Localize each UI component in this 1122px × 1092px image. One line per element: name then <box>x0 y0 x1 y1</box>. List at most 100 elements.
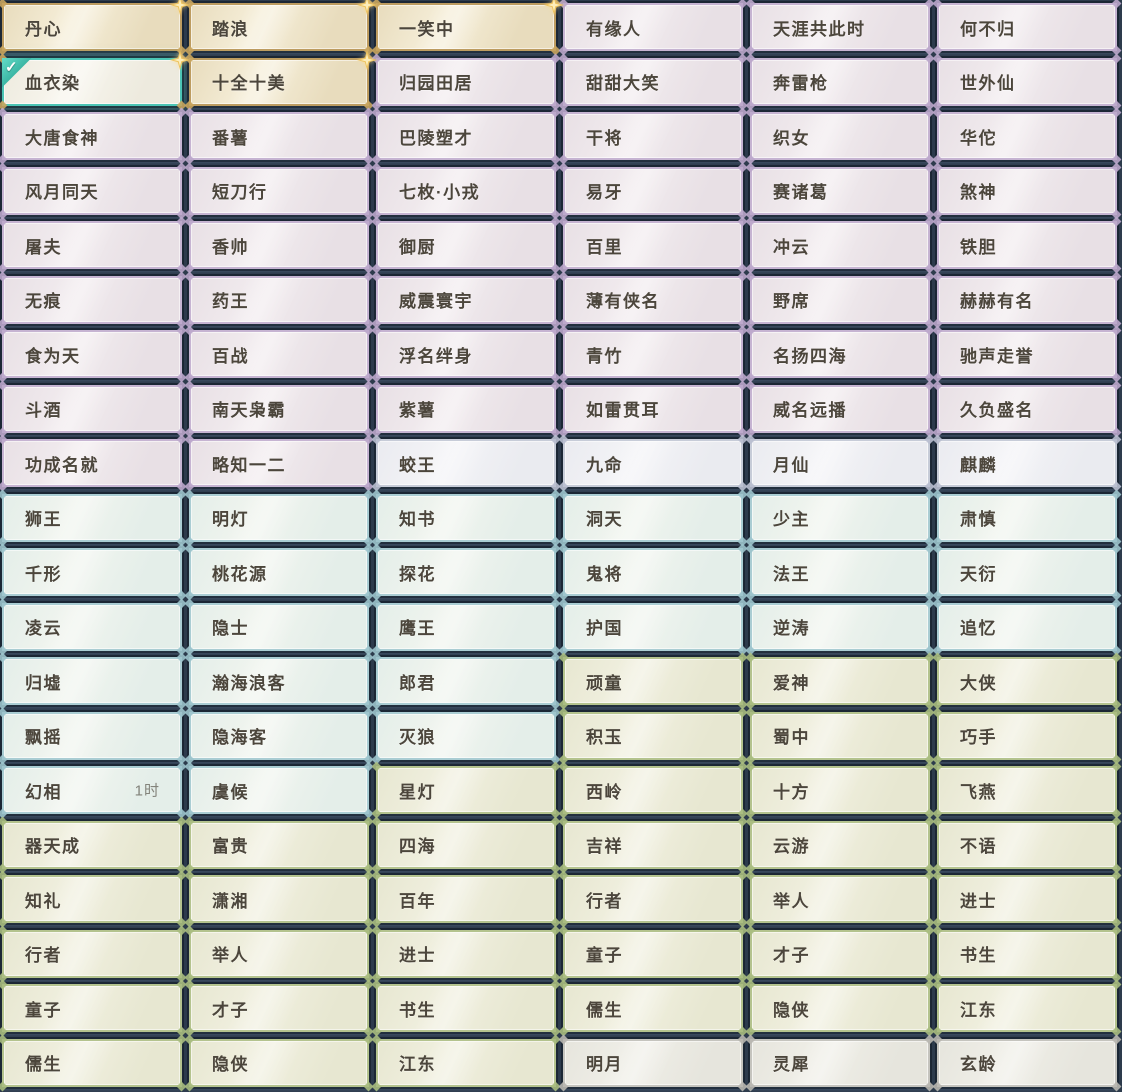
title-cell[interactable]: 久负盛名 <box>932 380 1122 437</box>
title-cell[interactable]: 大唐食神 <box>0 107 187 165</box>
title-cell[interactable]: 威震寰宇 <box>371 271 561 328</box>
title-cell[interactable]: 巴陵塑才 <box>371 107 561 165</box>
title-cell[interactable]: 洞天 <box>558 489 748 546</box>
title-cell[interactable]: 飘摇 <box>0 707 187 764</box>
title-cell[interactable]: 进士 <box>371 925 561 982</box>
title-cell[interactable]: 威名远播 <box>745 380 935 437</box>
title-cell[interactable]: 幻相 1时 <box>0 761 187 819</box>
title-cell[interactable]: 顽童 <box>558 652 748 710</box>
title-cell[interactable]: 吉祥 <box>558 816 748 873</box>
title-cell[interactable]: 四海 <box>371 816 561 873</box>
title-cell[interactable]: 铁胆 <box>932 216 1122 274</box>
title-cell[interactable]: 隐士 <box>184 598 374 655</box>
title-cell[interactable]: 灵犀 <box>745 1034 935 1091</box>
title-cell[interactable]: 瀚海浪客 <box>184 652 374 710</box>
title-cell[interactable]: 丹心 <box>0 0 191 56</box>
title-cell[interactable]: 踏浪 <box>184 0 378 56</box>
title-cell[interactable]: 隐侠 <box>745 979 935 1037</box>
title-cell[interactable]: 功成名就 <box>0 434 187 492</box>
title-cell[interactable]: 短刀行 <box>184 162 374 219</box>
title-cell[interactable]: 书生 <box>371 979 561 1037</box>
title-cell[interactable]: 有缘人 <box>558 0 748 56</box>
title-cell[interactable]: 行者 <box>0 925 187 982</box>
title-cell[interactable]: 如雷贯耳 <box>558 380 748 437</box>
title-cell[interactable]: 进士 <box>932 870 1122 928</box>
title-cell[interactable]: 香帅 <box>184 216 374 274</box>
title-cell[interactable]: 九命 <box>558 434 748 492</box>
title-cell[interactable]: 名扬四海 <box>745 325 935 383</box>
title-cell[interactable]: 儒生 <box>0 1034 187 1091</box>
title-cell[interactable]: 狮王 <box>0 489 187 546</box>
title-cell[interactable]: 略知一二 <box>184 434 374 492</box>
title-cell[interactable]: 江东 <box>932 979 1122 1037</box>
title-cell[interactable]: 知礼 <box>0 870 187 928</box>
title-cell[interactable]: 积玉 <box>558 707 748 764</box>
title-cell[interactable]: 明月 <box>558 1034 748 1091</box>
title-cell[interactable]: 千形 <box>0 543 187 601</box>
title-cell[interactable]: 斗酒 <box>0 380 187 437</box>
title-cell[interactable]: 屠夫 <box>0 216 187 274</box>
title-cell[interactable]: 鹰王 <box>371 598 561 655</box>
title-cell[interactable]: 赫赫有名 <box>932 271 1122 328</box>
title-cell[interactable]: 薄有侠名 <box>558 271 748 328</box>
title-cell[interactable]: 易牙 <box>558 162 748 219</box>
title-cell[interactable]: 不语 <box>932 816 1122 873</box>
title-cell[interactable]: 天涯共此时 <box>745 0 935 56</box>
title-cell[interactable]: 童子 <box>558 925 748 982</box>
title-cell[interactable]: 归墟 <box>0 652 187 710</box>
title-cell[interactable]: 奔雷枪 <box>745 53 935 110</box>
title-cell[interactable]: 郎君 <box>371 652 561 710</box>
title-cell[interactable]: 麒麟 <box>932 434 1122 492</box>
title-cell[interactable]: 世外仙 <box>932 53 1122 110</box>
title-cell[interactable]: 青竹 <box>558 325 748 383</box>
title-cell[interactable]: 云游 <box>745 816 935 873</box>
title-cell[interactable]: 凌云 <box>0 598 187 655</box>
title-cell[interactable]: 赛诸葛 <box>745 162 935 219</box>
title-cell[interactable]: 南天枭霸 <box>184 380 374 437</box>
title-cell[interactable]: 肃慎 <box>932 489 1122 546</box>
title-cell[interactable]: 行者 <box>558 870 748 928</box>
title-cell[interactable]: 华佗 <box>932 107 1122 165</box>
title-cell[interactable]: 百里 <box>558 216 748 274</box>
title-cell[interactable]: 知书 <box>371 489 561 546</box>
title-cell[interactable]: 法王 <box>745 543 935 601</box>
title-cell[interactable]: 灭狼 <box>371 707 561 764</box>
title-cell[interactable]: 器天成 <box>0 816 187 873</box>
title-cell[interactable]: 御厨 <box>371 216 561 274</box>
title-cell[interactable]: 逆涛 <box>745 598 935 655</box>
title-cell[interactable]: 七枚·小戎 <box>371 162 561 219</box>
title-cell[interactable]: 番薯 <box>184 107 374 165</box>
title-cell[interactable]: 野席 <box>745 271 935 328</box>
title-cell[interactable]: 儒生 <box>558 979 748 1037</box>
title-cell[interactable]: 潇湘 <box>184 870 374 928</box>
title-cell[interactable]: 浮名绊身 <box>371 325 561 383</box>
title-cell[interactable]: 驰声走誉 <box>932 325 1122 383</box>
title-cell[interactable]: 一笑中 <box>371 0 565 56</box>
title-cell[interactable]: 护国 <box>558 598 748 655</box>
title-cell[interactable]: 追忆 <box>932 598 1122 655</box>
title-cell[interactable]: 爱神 <box>745 652 935 710</box>
title-cell[interactable]: 冲云 <box>745 216 935 274</box>
title-cell[interactable]: 十方 <box>745 761 935 819</box>
title-cell[interactable]: 无痕 <box>0 271 187 328</box>
title-cell[interactable]: 西岭 <box>558 761 748 819</box>
title-cell[interactable]: 天衍 <box>932 543 1122 601</box>
title-cell[interactable]: 巧手 <box>932 707 1122 764</box>
title-cell[interactable]: 探花 <box>371 543 561 601</box>
title-cell[interactable]: 煞神 <box>932 162 1122 219</box>
title-cell[interactable]: 干将 <box>558 107 748 165</box>
title-cell[interactable]: 才子 <box>184 979 374 1037</box>
title-cell[interactable]: 织女 <box>745 107 935 165</box>
title-cell[interactable]: 百年 <box>371 870 561 928</box>
title-cell[interactable]: 隐海客 <box>184 707 374 764</box>
title-cell[interactable]: 桃花源 <box>184 543 374 601</box>
title-cell[interactable]: 月仙 <box>745 434 935 492</box>
title-cell[interactable]: 虞候 <box>184 761 374 819</box>
title-cell[interactable]: 星灯 <box>371 761 561 819</box>
title-cell[interactable]: 江东 <box>371 1034 561 1091</box>
title-cell[interactable]: 童子 <box>0 979 187 1037</box>
title-cell[interactable]: 十全十美 <box>184 49 378 110</box>
title-cell[interactable]: 归园田居 <box>371 53 561 110</box>
title-cell[interactable]: 风月同天 <box>0 162 187 219</box>
title-cell[interactable]: 玄龄 <box>932 1034 1122 1091</box>
